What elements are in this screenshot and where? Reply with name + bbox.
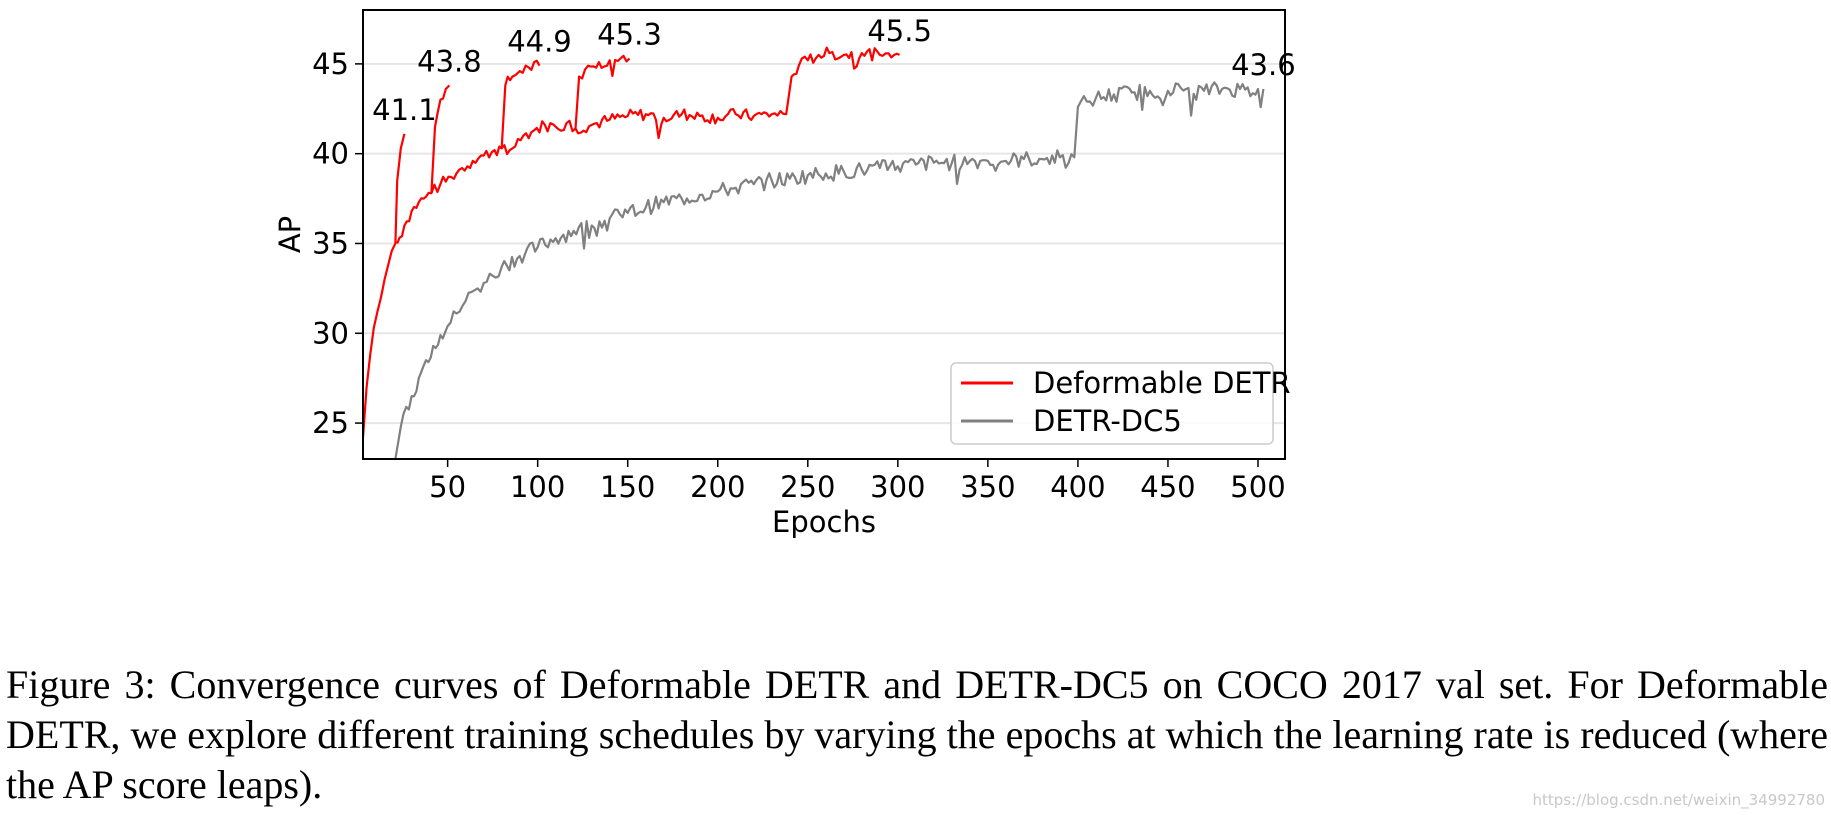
end-value-label: 45.5 xyxy=(867,14,932,48)
series-line-detr-dc5 xyxy=(394,81,1265,460)
x-tick-label: 250 xyxy=(780,470,835,504)
y-tick-label: 40 xyxy=(312,137,349,171)
series-layer xyxy=(361,46,1265,460)
series-line-deformable-detr xyxy=(500,54,631,156)
x-tick-label: 350 xyxy=(960,470,1015,504)
x-tick-label: 50 xyxy=(429,470,466,504)
series-line-deformable-detr xyxy=(396,84,451,244)
end-value-label: 41.1 xyxy=(372,93,437,127)
ticks-layer: 25 30 35 40 45 50 100 150 200 250 300 350 400 450 500 xyxy=(312,47,1286,504)
y-tick-label: 45 xyxy=(312,47,349,81)
end-value-label: 45.3 xyxy=(597,17,662,51)
plot-frame xyxy=(362,9,1286,460)
y-tick-label: 35 xyxy=(312,226,349,260)
series-line-deformable-detr xyxy=(574,46,901,140)
legend-box xyxy=(950,362,1274,445)
end-value-label: 43.8 xyxy=(417,44,482,78)
x-tick-label: 100 xyxy=(510,470,565,504)
end-value-label: 43.6 xyxy=(1231,48,1296,82)
y-tick-label: 25 xyxy=(312,406,349,440)
x-tick-label: 450 xyxy=(1140,470,1195,504)
end-value-label: 44.9 xyxy=(507,25,572,59)
y-tick-label: 30 xyxy=(312,316,349,350)
watermark: https://blog.csdn.net/weixin_34992780 xyxy=(1532,791,1825,809)
figure-caption: Figure 3: Convergence curves of Deformab… xyxy=(6,662,1828,807)
series-line-deformable-detr xyxy=(361,133,406,438)
series-line-deformable-detr xyxy=(430,59,541,194)
x-tick-label: 300 xyxy=(870,470,925,504)
x-tick-label: 200 xyxy=(690,470,745,504)
x-tick-label: 400 xyxy=(1050,470,1105,504)
legend-label-deformable-detr: Deformable DETR xyxy=(1033,366,1291,400)
y-axis-label: AP xyxy=(273,216,307,253)
legend-label-detr-dc5: DETR-DC5 xyxy=(1033,404,1182,438)
x-axis-label: Epochs xyxy=(772,505,876,539)
end-labels-layer: 41.1 43.8 44.9 45.3 45.5 43.6 xyxy=(372,14,1296,127)
x-tick-label: 150 xyxy=(600,470,655,504)
x-tick-label: 500 xyxy=(1230,470,1285,504)
legend: Deformable DETR DETR-DC5 xyxy=(950,362,1291,445)
